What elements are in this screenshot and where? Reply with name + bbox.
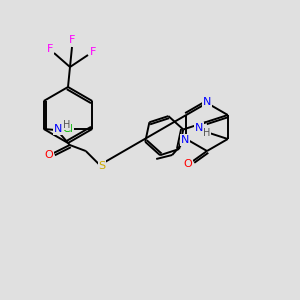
Text: F: F	[47, 44, 53, 54]
Text: Cl: Cl	[63, 124, 74, 134]
Text: N: N	[203, 97, 211, 107]
Text: H: H	[203, 128, 211, 138]
Text: F: F	[90, 47, 96, 57]
Text: O: O	[184, 159, 192, 169]
Text: N: N	[195, 123, 203, 133]
Text: H: H	[63, 120, 70, 130]
Text: O: O	[44, 150, 53, 160]
Text: N: N	[54, 124, 62, 134]
Text: S: S	[98, 161, 105, 171]
Text: N: N	[181, 135, 189, 145]
Text: F: F	[69, 35, 75, 45]
